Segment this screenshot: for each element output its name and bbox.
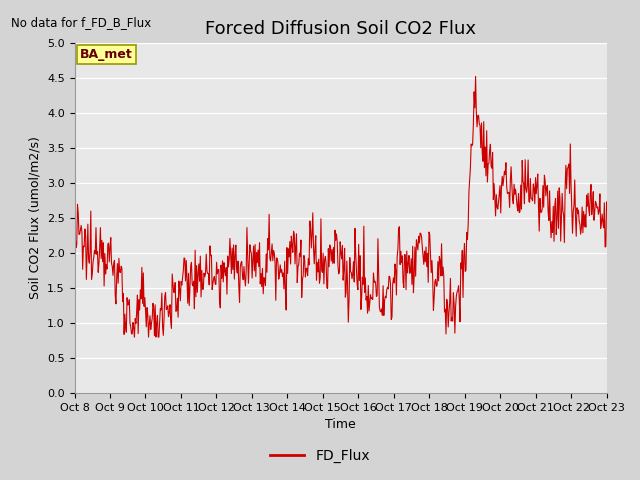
Text: BA_met: BA_met [80, 48, 132, 61]
Legend: FD_Flux: FD_Flux [264, 443, 376, 468]
Title: Forced Diffusion Soil CO2 Flux: Forced Diffusion Soil CO2 Flux [205, 21, 476, 38]
Text: No data for f_FD_B_Flux: No data for f_FD_B_Flux [11, 16, 151, 29]
Y-axis label: Soil CO2 Flux (umol/m2/s): Soil CO2 Flux (umol/m2/s) [29, 136, 42, 300]
X-axis label: Time: Time [325, 419, 356, 432]
